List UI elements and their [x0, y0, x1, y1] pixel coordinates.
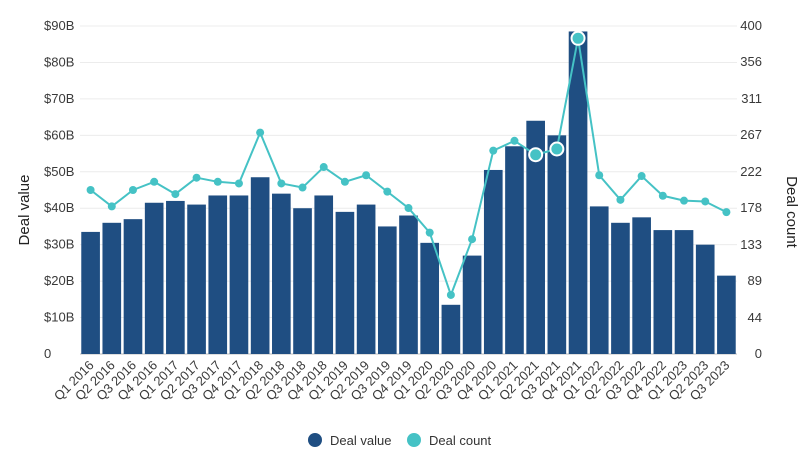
right-tick-label: 133: [740, 237, 762, 252]
right-tick-label: 44: [748, 310, 762, 325]
point-q3-2023: [722, 208, 731, 217]
point-q4-2017: [234, 179, 243, 188]
bar-q1-2017: [166, 200, 185, 354]
left-tick-label: $10B: [44, 310, 74, 325]
deal-count-points: [86, 30, 731, 299]
point-q1-2017: [171, 190, 180, 199]
right-tick-label: 89: [748, 273, 762, 288]
bar-q1-2016: [81, 231, 100, 354]
legend-deal-count-swatch: [407, 433, 421, 447]
bar-q3-2017: [208, 195, 228, 354]
bar-q2-2020: [441, 304, 461, 354]
point-q3-2020: [468, 235, 477, 244]
bar-q2-2017: [187, 204, 206, 354]
left-axis-ticks: 0 $10B $20B $30B $40B $50B $60B $70B $80B $90B: [44, 18, 74, 361]
point-q1-2018: [256, 128, 265, 137]
bar-q1-2022: [589, 206, 609, 354]
bar-q2-2021: [526, 120, 545, 354]
bar-q1-2023: [674, 230, 694, 354]
right-tick-label: 356: [740, 54, 762, 69]
bar-q4-2022: [653, 230, 673, 354]
bar-q1-2020: [420, 242, 440, 354]
legend: Deal value Deal count: [308, 433, 492, 448]
point-q2-2019: [362, 171, 371, 180]
right-tick-label: 222: [740, 164, 762, 179]
right-axis-ticks: 0 44 89 133 178 222 267 311 356 400: [740, 18, 762, 361]
point-q1-2021: [510, 136, 519, 145]
bar-q3-2022: [632, 217, 651, 354]
point-q1-2022: [595, 171, 604, 180]
left-tick-label: $20B: [44, 273, 74, 288]
left-tick-label: $60B: [44, 127, 74, 142]
bar-q2-2016: [102, 222, 122, 354]
point-q2-2020: [446, 290, 455, 299]
left-tick-label: $70B: [44, 91, 74, 106]
point-q4-2022: [658, 191, 667, 200]
right-tick-label: 267: [740, 127, 762, 142]
right-tick-label: 178: [740, 200, 762, 215]
point-q2-2016: [107, 202, 116, 211]
left-axis-title: Deal value: [16, 175, 33, 246]
bar-q4-2020: [483, 169, 503, 354]
bar-q3-2019: [377, 226, 397, 354]
left-tick-label: $30B: [44, 237, 74, 252]
bar-q2-2022: [611, 222, 630, 354]
point-q4-2018: [319, 163, 328, 172]
bar-q1-2021: [505, 146, 524, 354]
right-axis-title: Deal count: [783, 176, 800, 249]
point-highlight-q2-2021: [528, 147, 544, 163]
point-q3-2017: [213, 177, 222, 186]
bar-q4-2019: [399, 215, 418, 354]
bar-q2-2018: [272, 193, 291, 354]
point-q3-2019: [383, 187, 392, 196]
point-highlight-q4-2021: [570, 30, 586, 46]
left-tick-label: $80B: [44, 54, 74, 69]
bar-q3-2021: [547, 135, 567, 354]
left-tick-label: $90B: [44, 18, 74, 33]
deal-value-bars: [81, 31, 736, 354]
bar-q1-2019: [335, 211, 355, 354]
bar-q3-2020: [462, 255, 482, 354]
left-tick-label: $40B: [44, 200, 74, 215]
point-q1-2020: [425, 228, 434, 237]
point-q1-2023: [680, 196, 689, 205]
point-q3-2018: [298, 183, 307, 192]
point-q4-2019: [404, 204, 413, 213]
legend-deal-value-swatch: [308, 433, 322, 447]
left-tick-label: 0: [44, 346, 51, 361]
bar-q2-2023: [695, 244, 715, 354]
bar-q2-2019: [356, 204, 376, 354]
point-q3-2016: [128, 186, 137, 194]
bar-q1-2018: [250, 177, 270, 354]
bar-q4-2017: [229, 195, 249, 354]
point-q3-2022: [637, 172, 646, 181]
point-q4-2016: [150, 177, 159, 186]
point-q4-2020: [489, 146, 498, 155]
right-tick-label: 0: [755, 346, 762, 361]
point-q2-2018: [277, 179, 286, 188]
point-q2-2017: [192, 173, 201, 182]
point-q1-2019: [340, 177, 349, 186]
bar-q4-2021: [568, 31, 588, 354]
bar-q3-2023: [717, 275, 736, 354]
point-q2-2022: [616, 195, 625, 204]
point-q2-2023: [701, 197, 710, 206]
right-tick-label: 400: [740, 18, 762, 33]
bar-q4-2016: [144, 202, 164, 354]
point-highlight-q3-2021: [549, 141, 565, 157]
bar-q3-2018: [293, 208, 312, 354]
left-tick-label: $50B: [44, 164, 74, 179]
right-tick-label: 311: [741, 91, 762, 106]
legend-deal-count-label: Deal count: [429, 433, 492, 448]
bar-q3-2016: [123, 219, 143, 354]
point-q1-2016: [86, 186, 95, 194]
bar-q4-2018: [314, 195, 334, 354]
legend-deal-value-label: Deal value: [330, 433, 391, 448]
